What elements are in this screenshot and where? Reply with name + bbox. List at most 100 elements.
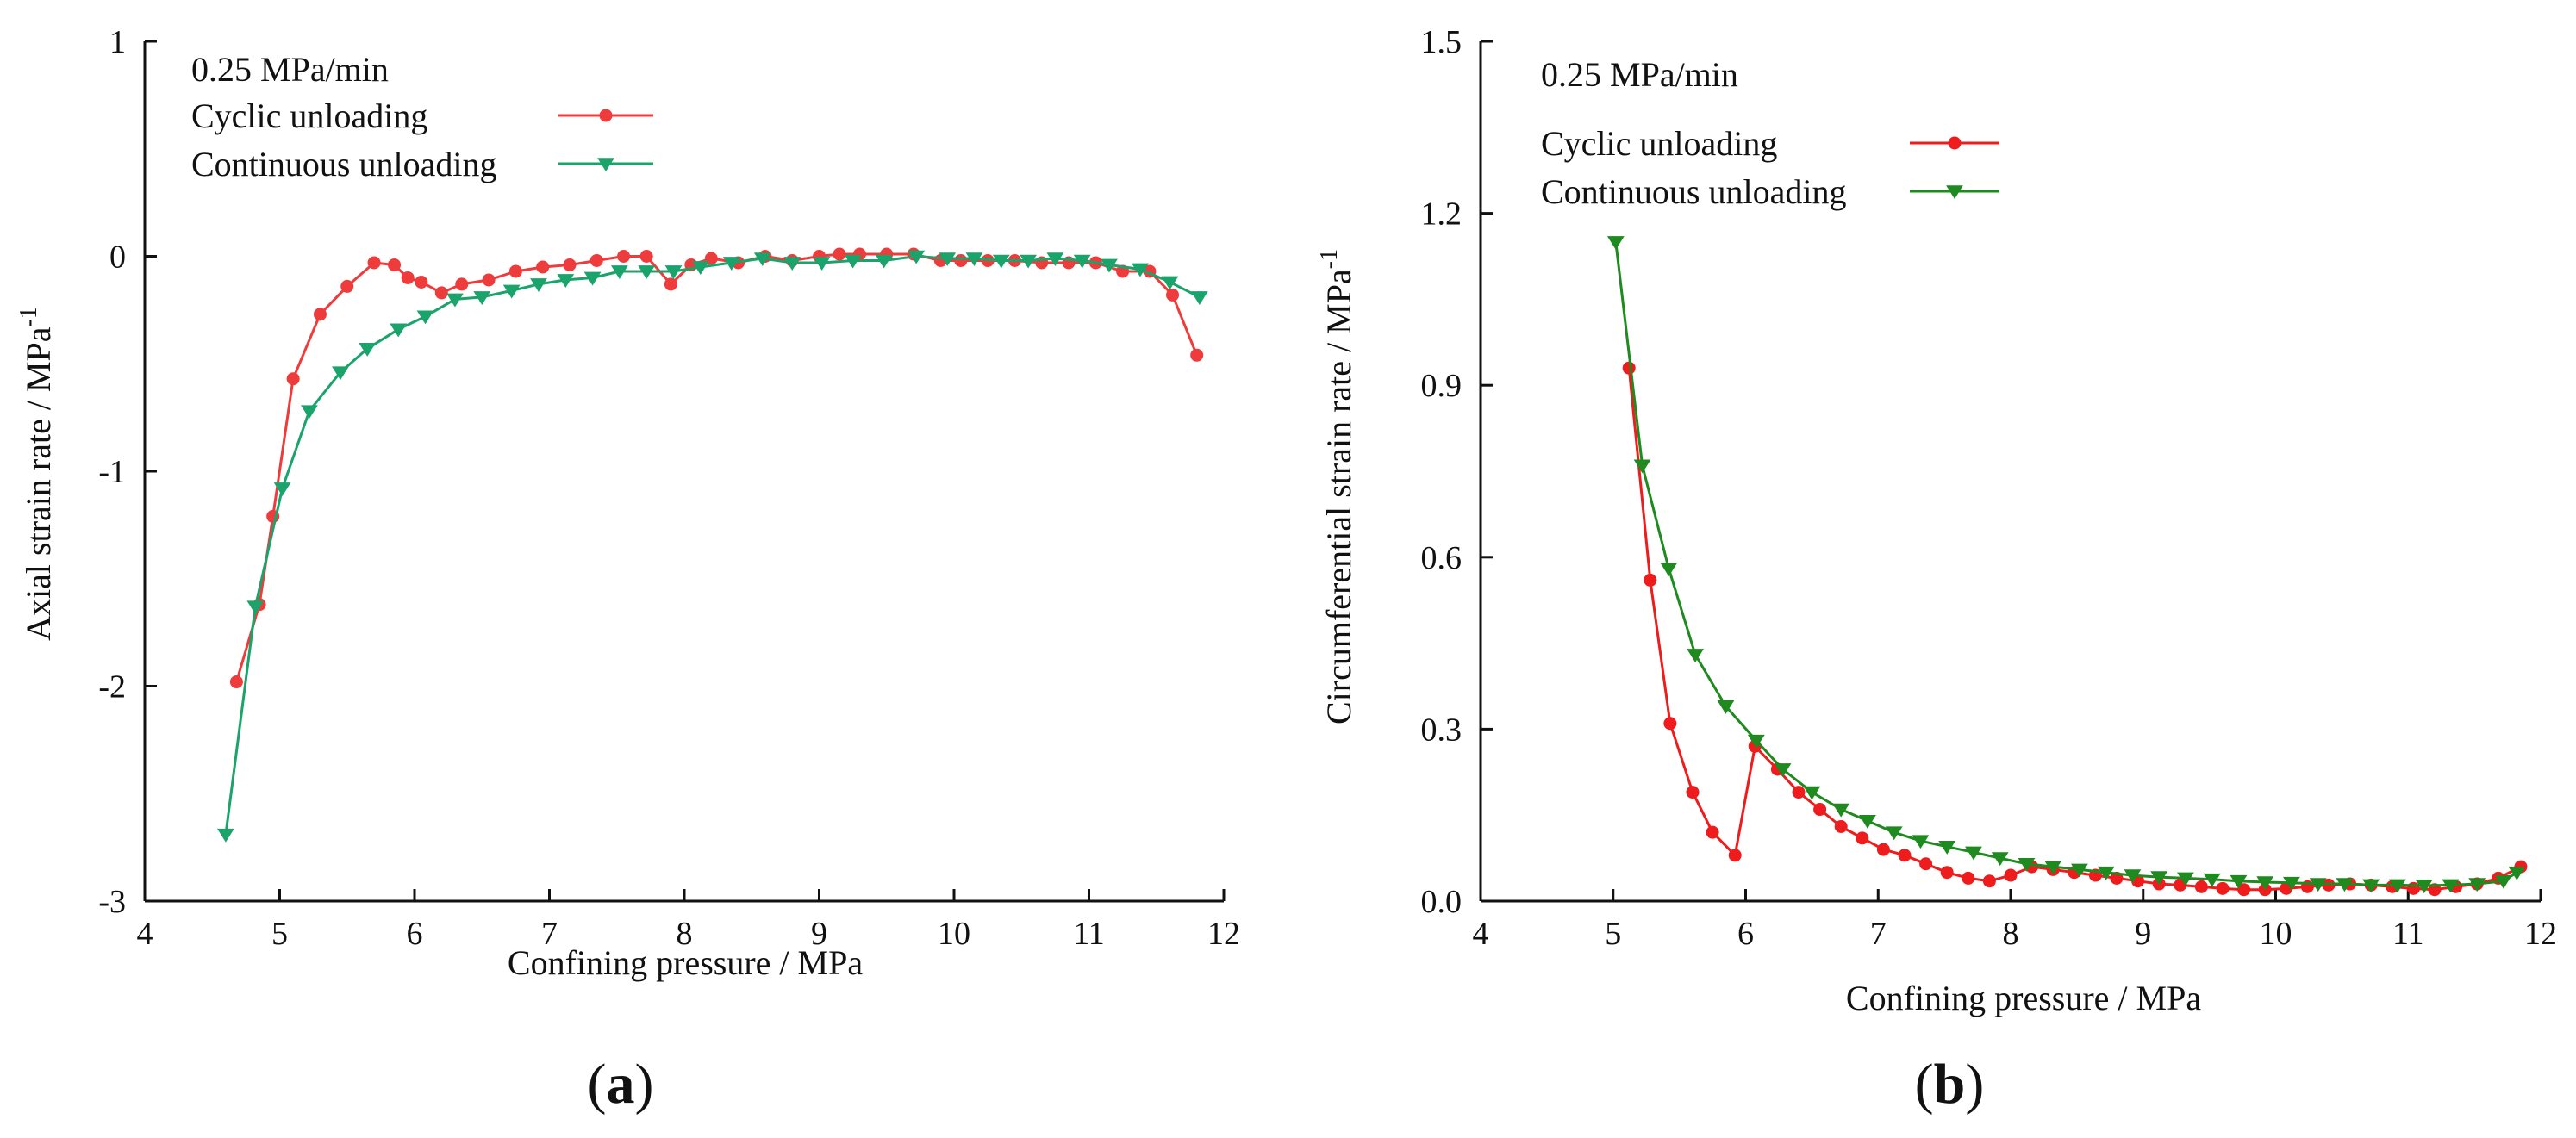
panel-b-series-continuous-point (2150, 871, 2168, 886)
panel-b-series-continuous-point (2018, 857, 2036, 872)
panel-b-series-continuous-legend-marker (1946, 185, 1963, 200)
panel-a-series-cyclic-point (286, 372, 300, 386)
panel-a-series-cyclic-point (639, 250, 653, 263)
panel-b-series-continuous-point (1912, 835, 1930, 849)
panel-b-series-continuous-point (2442, 879, 2460, 893)
panel-a-series-cyclic-point (415, 275, 428, 289)
panel-b-y-tick-label: 0.6 (1421, 540, 1463, 576)
panel-a-caption-letter: a (607, 1053, 635, 1116)
panel-b-series-cyclic-point (1644, 573, 1657, 587)
panel-b-series-continuous-point (1633, 459, 1651, 474)
panel-a-series-continuous-point (1190, 291, 1208, 305)
panel-b-series-cyclic-point (1898, 849, 1912, 862)
panel-a-series-continuous-point (301, 405, 318, 420)
panel-a-series-continuous-point (1132, 263, 1149, 277)
panel-a-series-continuous-point (332, 366, 349, 381)
panel-a-series-cyclic-point (1166, 288, 1180, 302)
panel-b-ticks: 4 5 6 7 8 9 10 11 12 0.0 0.3 0.6 0.9 1.2 1.5 (1421, 24, 2558, 952)
panel-a-series-cyclic-point (388, 258, 402, 271)
panel-a-legend-label-continuous: Continuous unloading (191, 145, 496, 183)
panel-b-series-cyclic-point (1728, 849, 1742, 862)
panel-a-legend-swatch-cyclic (558, 109, 653, 122)
panel-b-x-tick-label: 7 (1870, 916, 1887, 952)
panel-b-y-tick-label: 1.2 (1421, 196, 1463, 233)
panel-a-series (216, 247, 1208, 843)
panel-a-series-cyclic-point (833, 247, 846, 261)
panel-b-y-tick-label: 0.0 (1421, 884, 1463, 920)
panel-b-series-continuous-point (1859, 815, 1876, 829)
panel-b-series-cyclic-point (2004, 868, 2018, 882)
panel-a-series-cyclic-point (1190, 348, 1204, 362)
panel-b-series-continuous-point (2309, 878, 2327, 892)
panel-a-series-continuous-point (753, 252, 771, 267)
panel-a-series-cyclic-point (482, 273, 496, 287)
panel-a-legend-swatch-continuous (558, 158, 653, 172)
panel-a-series-cyclic-point (954, 253, 968, 267)
panel-b-series-cyclic-point (1813, 803, 1827, 817)
panel-a-series-continuous-point (246, 600, 265, 615)
panel-a-legend-title: 0.25 MPa/min (191, 50, 389, 89)
panel-b-series-continuous-point (2389, 879, 2406, 893)
panel-a-series-continuous-point (273, 482, 291, 497)
panel-b-series (1606, 236, 2528, 897)
panel-b-series-continuous-point (2203, 873, 2221, 887)
panel-b-series-continuous-point (2044, 861, 2062, 875)
panel-b-y-axis-label-superscript: -1 (1316, 249, 1343, 269)
panel-b-series-cyclic-point (2216, 881, 2230, 895)
panel-b-series-cyclic-point (1834, 820, 1848, 834)
panel-a-series-continuous-point (965, 252, 983, 267)
panel-b-x-tick-label: 9 (2135, 916, 2151, 952)
panel-a-series-cyclic-point (589, 253, 603, 267)
panel-b-y-tick-label: 1.5 (1421, 24, 1463, 60)
panel-a-series-cyclic-point (617, 250, 631, 263)
panel-b-caption: (b) (1915, 1053, 1985, 1116)
panel-a-series-continuous-point (783, 257, 801, 271)
panel-a-series-continuous-point (722, 257, 740, 271)
panel-b-y-tick-label: 0.3 (1421, 712, 1463, 748)
panel-a-y-tick-label: -2 (98, 669, 126, 706)
panel-b-series-continuous-point (2256, 876, 2274, 891)
panel-b-x-tick-label: 11 (2392, 916, 2424, 952)
panel-b-series-cyclic-point (1706, 825, 1719, 839)
panel-a-series-continuous-point (1161, 276, 1179, 290)
panel-b-series-continuous-point (2124, 869, 2142, 884)
panel-a-y-axis-label-superscript: -1 (16, 307, 42, 326)
panel-b-series-continuous-point (2097, 866, 2115, 880)
panel-a-axes (143, 41, 1224, 903)
panel-b-caption-letter: b (1934, 1053, 1966, 1116)
panel-b-series-continuous-point (2071, 863, 2088, 878)
panel-b-series-cyclic-point (1792, 786, 1806, 799)
panel-a-series-continuous-point (875, 254, 893, 269)
panel-b-series-continuous-point (1938, 840, 1956, 855)
panel-b-series-continuous-point (1803, 786, 1821, 800)
panel-a-x-tick-label: 4 (137, 916, 153, 952)
panel-a-series-continuous-point (908, 250, 926, 264)
panel-b-series-continuous-point (1660, 563, 1678, 577)
panel-a-series-continuous-point (1020, 254, 1037, 269)
panel-b-x-tick-label: 10 (2260, 916, 2292, 952)
panel-a-series-continuous-point (557, 274, 575, 288)
panel-a-series-cyclic-point (313, 308, 327, 321)
panel-a-caption: (a) (588, 1053, 654, 1116)
panel-a-x-tick-label: 5 (271, 916, 288, 952)
panel-a-series-cyclic-point (229, 675, 243, 689)
panel-a-series-cyclic-point (434, 286, 448, 300)
panel-b-series-cyclic-point (1663, 717, 1677, 731)
panel-a-series-continuous-point (502, 284, 521, 299)
panel-a-y-tick-label: -1 (98, 454, 126, 490)
panel-b-series-continuous-point (1832, 803, 1850, 818)
panel-b-series-continuous-point (2415, 880, 2433, 894)
panel-b-series-continuous-point (2495, 874, 2512, 889)
panel-b-series-continuous-point (2177, 872, 2194, 886)
panel-b-series-continuous-point (1747, 734, 1765, 749)
panel-a-ticks: 4 5 6 7 8 9 10 11 12 -3 -2 -1 0 1 (98, 24, 1240, 952)
panel-a-series-continuous-point (1073, 254, 1091, 269)
panel-b-x-tick-label: 8 (2003, 916, 2019, 952)
panel-b-series-cyclic-point (1686, 786, 1700, 799)
panel-b-chart: 4 5 6 7 8 9 10 11 12 0.0 0.3 0.6 0.9 1.2 1.5 0.25 MPa/… (1316, 24, 2557, 1116)
panel-a-y-tick-label: 0 (109, 239, 126, 276)
panel-a-chart: 4 5 6 7 8 9 10 11 12 -3 -2 -1 0 1 0.25 MPa/min Cyclic… (16, 24, 1240, 1116)
panel-b-legend-title: 0.25 MPa/min (1541, 55, 1738, 94)
panel-a-series-continuous-legend-marker (597, 158, 614, 172)
